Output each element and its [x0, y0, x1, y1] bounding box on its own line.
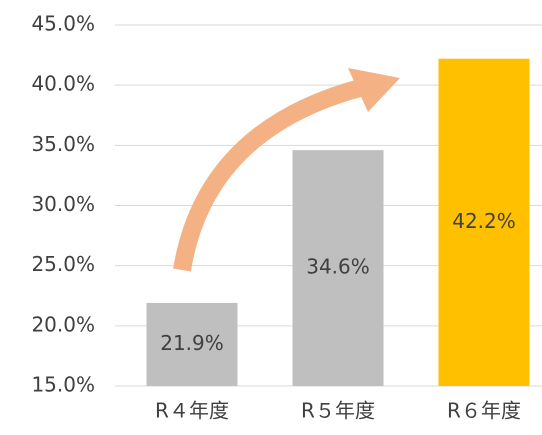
data-label: 42.2% — [452, 209, 516, 233]
x-tick-label: R５年度 — [301, 399, 375, 423]
arrow-head — [348, 68, 400, 112]
bar — [438, 58, 530, 387]
y-tick-label: 15.0% — [31, 373, 95, 397]
bar — [292, 150, 384, 386]
arrow-shaft — [173, 79, 363, 272]
bar — [146, 302, 238, 386]
bars-layer: 21.9% 34.6% 42.2% — [115, 24, 542, 387]
y-tick-label: 45.0% — [31, 12, 95, 36]
y-tick-label: 35.0% — [31, 132, 95, 156]
y-tick-label: 25.0% — [31, 252, 95, 276]
y-tick-label: 40.0% — [31, 72, 95, 96]
x-tick-label: R６年度 — [447, 399, 521, 423]
data-label: 34.6% — [306, 255, 370, 279]
data-label: 21.9% — [160, 331, 224, 355]
y-tick-label: 30.0% — [31, 192, 95, 216]
y-tick-label: 20.0% — [31, 312, 95, 336]
x-tick-label: R４年度 — [155, 399, 229, 423]
growth-arrow — [173, 68, 400, 272]
